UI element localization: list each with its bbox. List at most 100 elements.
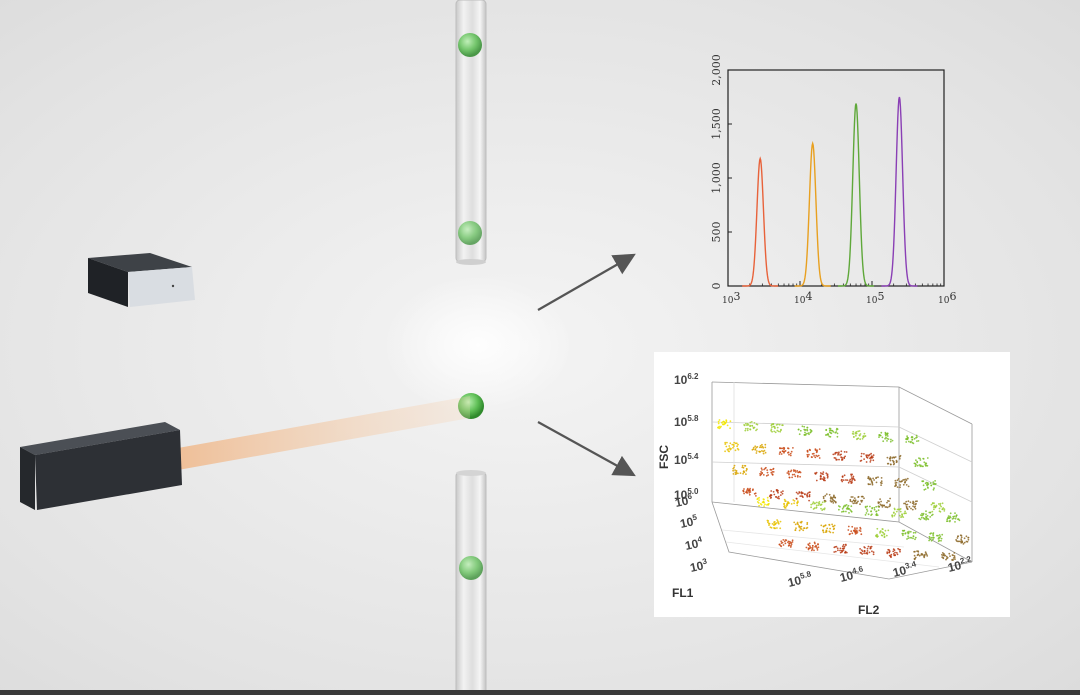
scatter-point [807,543,810,546]
scatter-point [812,501,815,504]
scatter-point [849,480,852,483]
scatter-point [826,474,829,476]
scatter-point [808,499,810,502]
scatter-point [841,545,844,548]
scatter-point [722,420,725,423]
scatter-point [937,534,939,537]
scatter-point [744,427,747,430]
scatter-point [855,434,857,437]
scatter-point [852,436,855,438]
scatter-point [943,510,946,512]
scatter-point [808,547,811,550]
scatter-point [839,551,842,554]
scatter-point [791,473,794,476]
scatter-point [817,502,820,504]
scatter-point [861,495,864,498]
scatter-point [766,469,769,471]
scatter-point [922,484,925,487]
scatter-point [892,460,895,463]
scatter-point [887,529,890,532]
scatter-point [907,532,910,535]
scatter-point [721,421,723,424]
scatter-point [783,498,786,501]
scatter-point [937,503,940,505]
scatter-point [782,490,784,492]
scatter-point [829,427,832,430]
scatter-point [834,496,837,499]
scatter-point [752,446,755,449]
scatter-point [880,500,882,503]
scatter-point [777,491,779,494]
scatter-point [880,431,883,434]
scatter-point [755,423,758,425]
scatter-point [876,536,879,538]
scatter-point [814,542,816,545]
scatter-point [777,495,780,498]
scatter-point [834,453,836,455]
scatter-point [749,421,752,424]
scatter-point [785,539,788,542]
scatter-point [729,420,732,423]
scatter-point [967,538,970,541]
scatter-point [889,503,891,506]
scatter-point [791,476,793,479]
scatter-point [935,504,938,507]
scatter-point [819,472,822,474]
scatter-point [856,527,858,529]
scatter-point [751,425,754,427]
scatter-point [778,423,781,426]
scatter-point [932,481,935,483]
scatter-point [826,476,829,479]
scatter-point [889,456,892,458]
scatter-point [845,479,847,481]
scatter-point [924,551,927,554]
scatter-point [815,451,818,454]
scatter-point [774,496,777,498]
scatter-point [787,541,789,544]
scatter-point [825,493,828,495]
scatter-point [907,440,910,443]
scatter-point [820,507,822,510]
scatter-point [737,443,739,446]
scatter-point [774,431,777,434]
scatter-point [854,499,857,502]
histogram-x-ticks: 103 104 105 106 [722,281,956,306]
scatter-point [923,461,926,464]
scatter-point [913,550,915,553]
laser-source-box [20,422,182,510]
scatter-point [775,522,778,524]
scatter-point [920,514,922,516]
scatter-point [794,523,797,526]
scatter-point [803,425,806,428]
scatter-point [734,449,737,452]
scatter-point [951,518,954,520]
scatter3d-z-label: FSC [657,445,671,469]
fl2-tick-label: 103.4 [891,559,919,580]
scatter-point [771,426,773,428]
scatter-point [739,472,742,474]
scatter-point [761,472,764,474]
scatter-point [884,506,887,508]
scatter-point [838,451,840,454]
scatter-point [922,480,924,483]
scatter-point [892,553,895,555]
scatter-point [799,495,802,497]
scatter-point [957,518,959,521]
scatter-point [833,495,835,498]
scatter-point [719,426,722,429]
scatter-point [831,523,833,526]
scatter-point [862,435,865,437]
z-tick-label: 105.8 [674,414,699,429]
fl1-tick-label: 105 [679,512,700,530]
scatter-point [729,427,731,430]
scatter-point [840,453,842,456]
scatter3d-fl2-ticks: 105.8 104.6 103.4 102.2 [786,554,972,590]
scatter-point [762,450,765,453]
scatter-point [737,472,739,475]
scatter-point [879,498,881,500]
scatter-point [895,510,898,513]
scatter-point [796,470,799,472]
scatter-point [802,529,805,532]
scatter-point [857,437,860,440]
scatter-point [912,537,914,540]
